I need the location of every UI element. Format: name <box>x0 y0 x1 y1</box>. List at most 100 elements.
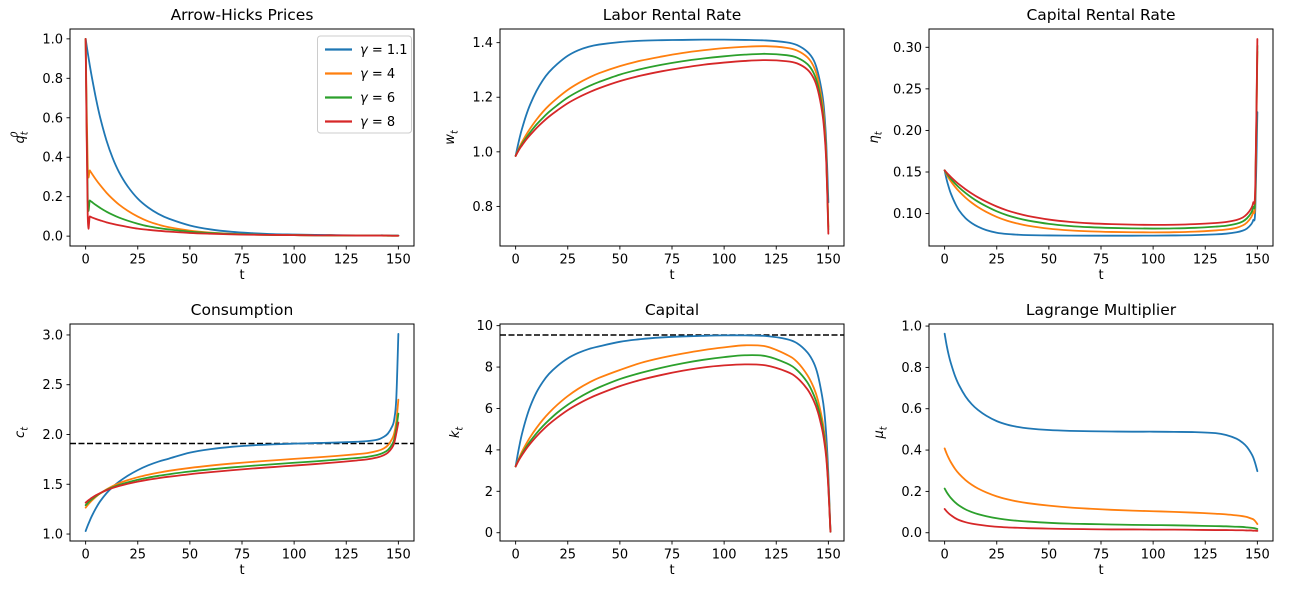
subplot-canvas: 0 25 50 75 100 125 150 0.8 1.0 1.2 1.4 Labor Rental… <box>443 6 845 283</box>
series-curve-8 <box>514 363 832 533</box>
series-curve-1.1 <box>84 333 400 532</box>
subplot-labor-rental-rate: 0 25 50 75 100 125 150 0.8 1.0 1.2 1.4 Labor Rental… <box>430 0 860 295</box>
y-tick-label: 0.2 <box>42 190 63 205</box>
y-tick-label: 0.8 <box>472 200 493 215</box>
series-curve-4 <box>84 398 400 509</box>
plot-title: Lagrange Multiplier <box>1026 301 1177 319</box>
y-tick-label: 0.10 <box>893 207 922 222</box>
x-tick-label: 100 <box>1141 548 1166 563</box>
subplot-consumption: 0 25 50 75 100 125 150 1.0 1.5 2.0 2.5 3.0 Consumpti… <box>0 295 430 590</box>
y-tick-label: 1.0 <box>901 320 922 335</box>
axes-spines <box>928 323 1274 542</box>
y-axis-label: wt <box>443 129 461 145</box>
legend-label: γ = 8 <box>360 115 395 130</box>
y-tick-label: 0.8 <box>42 72 63 87</box>
x-tick-label: 100 <box>712 548 737 563</box>
x-tick-label: 25 <box>988 548 1005 563</box>
plot-title: Consumption <box>191 301 294 319</box>
x-tick-label: 50 <box>612 253 629 268</box>
x-tick-label: 125 <box>1193 253 1218 268</box>
y-tick-label: 2.5 <box>42 378 63 393</box>
y-tick-label: 6 <box>485 402 493 417</box>
x-tick-label: 125 <box>764 253 789 268</box>
x-tick-label: 100 <box>282 253 307 268</box>
y-axis-label: μt <box>872 425 890 439</box>
subplot-lagrange-multiplier: 0 25 50 75 100 125 150 0.0 0.2 0.4 0.6 0.8 1.0 Lagran… <box>859 295 1289 590</box>
x-tick-label: 0 <box>81 253 89 268</box>
x-tick-label: 75 <box>234 548 251 563</box>
axes-spines <box>928 28 1274 247</box>
y-tick-label: 0.4 <box>901 444 922 459</box>
x-axis-label: t <box>1098 268 1103 283</box>
y-tick-label: 0.30 <box>893 41 922 56</box>
x-tick-label: 0 <box>81 548 89 563</box>
x-tick-label: 25 <box>129 253 146 268</box>
subplot-canvas: 0 25 50 75 100 125 150 1.0 1.5 2.0 2.5 3.0 Consumpti… <box>13 301 415 578</box>
plot-title: Arrow-Hicks Prices <box>171 6 314 24</box>
x-tick-label: 50 <box>182 548 199 563</box>
series-curve-4 <box>514 45 830 228</box>
y-tick-label: 3.0 <box>42 328 63 343</box>
y-tick-label: 0.8 <box>901 361 922 376</box>
y-axis-label: ct <box>13 426 31 438</box>
axes-spines <box>499 28 845 247</box>
plot-title: Labor Rental Rate <box>603 6 742 24</box>
y-tick-label: 10 <box>476 319 493 334</box>
x-axis-label: t <box>239 563 244 578</box>
x-tick-label: 75 <box>664 548 681 563</box>
series-curve-1.1 <box>943 332 1259 473</box>
x-tick-label: 75 <box>664 253 681 268</box>
x-tick-label: 125 <box>764 548 789 563</box>
series-curve-1.1 <box>514 334 832 533</box>
axes-spines <box>69 323 415 542</box>
legend: γ = 1.1 γ = 4 γ = 6 γ = 8 <box>317 35 412 134</box>
series-curve-8 <box>84 37 400 237</box>
x-tick-label: 150 <box>386 548 411 563</box>
x-tick-label: 150 <box>1245 253 1270 268</box>
subplot-canvas: 0 25 50 75 100 125 150 0.0 0.2 0.4 0.6 0.8 1.0 Arrow-… <box>10 6 415 283</box>
x-tick-label: 150 <box>816 253 841 268</box>
y-axis-label: ηt <box>867 130 885 143</box>
y-axis-label: kt <box>448 426 466 439</box>
y-tick-label: 1.5 <box>42 478 63 493</box>
y-tick-label: 0.0 <box>42 230 63 245</box>
series-curve-8 <box>943 508 1259 532</box>
y-tick-label: 2.0 <box>42 428 63 443</box>
plot-title: Capital Rental Rate <box>1026 6 1175 24</box>
x-tick-label: 0 <box>940 253 948 268</box>
y-tick-label: 0.25 <box>893 82 922 97</box>
x-tick-label: 125 <box>334 548 359 563</box>
series-curve-8 <box>84 421 400 504</box>
subplot-canvas: 0 25 50 75 100 125 150 0.10 0.15 0.20 0.25 0.30 Capi… <box>867 6 1274 283</box>
y-tick-label: 0.4 <box>42 151 63 166</box>
series-curve-1.1 <box>943 111 1259 237</box>
y-tick-label: 0.0 <box>901 526 922 541</box>
x-axis-label: t <box>669 268 674 283</box>
series-curve-6 <box>514 354 832 533</box>
y-tick-label: 2 <box>485 485 493 500</box>
x-tick-label: 25 <box>559 253 576 268</box>
legend-label: γ = 1.1 <box>360 43 408 58</box>
x-tick-label: 50 <box>1041 253 1058 268</box>
x-axis-label: t <box>1098 563 1103 578</box>
x-tick-label: 25 <box>129 548 146 563</box>
x-tick-label: 125 <box>334 253 359 268</box>
y-tick-label: 8 <box>485 361 493 376</box>
series-curve-6 <box>514 52 830 231</box>
x-tick-label: 75 <box>1093 548 1110 563</box>
series-curve-1.1 <box>514 38 830 204</box>
x-tick-label: 100 <box>712 253 737 268</box>
x-tick-label: 150 <box>816 548 841 563</box>
series-curve-6 <box>84 412 400 507</box>
y-tick-label: 0 <box>485 526 493 541</box>
series-curve-4 <box>514 344 832 533</box>
x-tick-label: 25 <box>988 253 1005 268</box>
y-tick-label: 1.0 <box>472 145 493 160</box>
y-tick-label: 1.0 <box>42 528 63 543</box>
x-tick-label: 50 <box>1041 548 1058 563</box>
y-tick-label: 0.15 <box>893 166 922 181</box>
subplot-arrow-hicks-prices: 0 25 50 75 100 125 150 0.0 0.2 0.4 0.6 0.8 1.0 Arrow-… <box>0 0 430 295</box>
axes-spines <box>499 323 845 542</box>
x-tick-label: 0 <box>511 253 519 268</box>
